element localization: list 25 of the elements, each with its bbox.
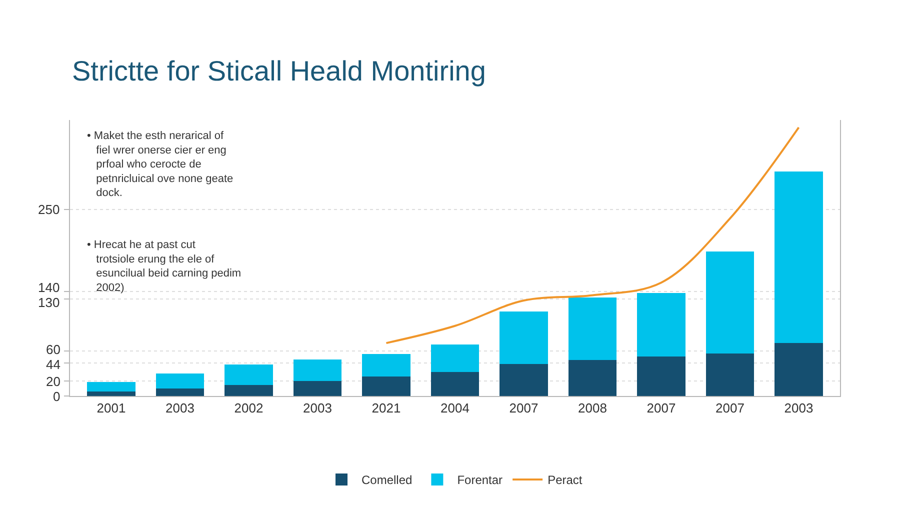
x-tick-label: 2003 (784, 400, 814, 416)
y-tick-label: 140 (38, 280, 60, 295)
y-tick-label: 60 (46, 342, 60, 357)
legend-label: Comelled (362, 473, 412, 488)
x-tick-label: 2001 (96, 400, 126, 416)
legend-label: Forentar (457, 473, 503, 488)
x-tick-label: 2008 (578, 400, 607, 416)
legend-label: Peract (548, 473, 583, 488)
y-tick-label: 250 (38, 202, 60, 217)
x-tick-label: 2003 (166, 400, 194, 416)
x-tick-label: 2007 (716, 400, 744, 416)
x-tick-label: 2021 (372, 400, 401, 416)
x-tick-label: 2003 (303, 400, 332, 416)
x-tick-label: 2004 (440, 400, 470, 416)
y-tick-label: 130 (38, 295, 60, 310)
annotation: • Hrecat he at past cut trotsiole erung the ele of esuncilual beid carning pedim 2002) (87, 239, 242, 294)
line-series (385, 126, 800, 344)
y-tick-label: 20 (46, 374, 60, 389)
chart-title: Strictte for Sticall Heald Montiring (72, 56, 486, 87)
x-tick-label: 2007 (646, 400, 676, 416)
x-tick-label: 2007 (509, 400, 538, 416)
y-tick-label: 44 (46, 357, 60, 372)
annotation: • Maket the esth nerarical of fiel wrer onerse cier er eng prfoal who cerocte de petnricluical ove none geate dock. (87, 130, 234, 200)
x-tick-label: 2002 (234, 400, 264, 416)
y-tick-label: 0 (53, 389, 60, 404)
